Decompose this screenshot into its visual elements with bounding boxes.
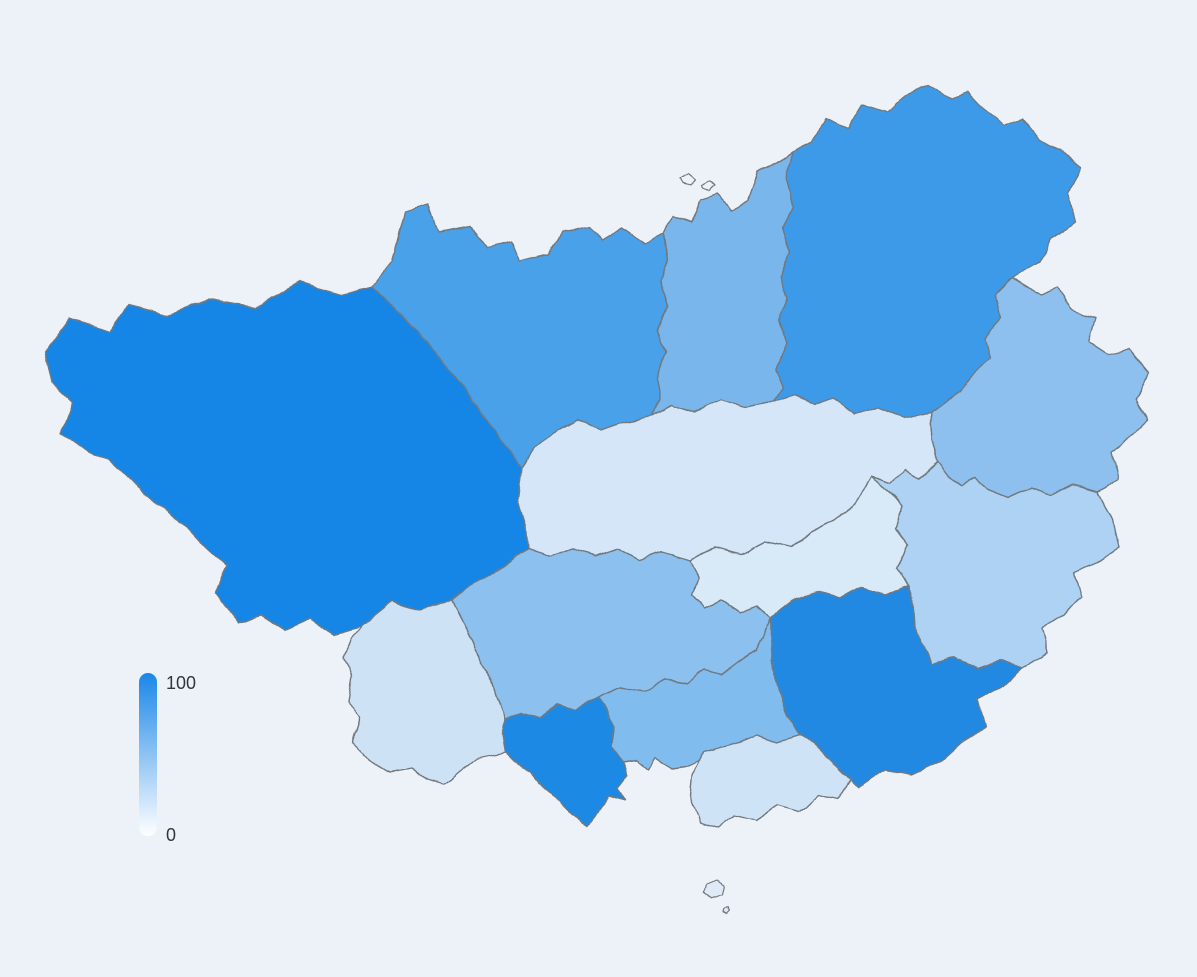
enclave-north-2 <box>701 180 717 192</box>
region-liuzhou[interactable] <box>651 151 793 417</box>
map-regions <box>44 84 1149 914</box>
islet-dot <box>722 906 731 914</box>
color-legend: 100 0 <box>139 673 196 845</box>
region-fangchenggang[interactable] <box>501 697 629 826</box>
legend-gradient-bar <box>139 673 157 836</box>
region-beihai[interactable] <box>689 734 851 829</box>
region-yulin[interactable] <box>769 584 1023 789</box>
island-weizhou[interactable] <box>703 879 725 899</box>
legend-min-label: 0 <box>166 825 176 845</box>
region-chongzuo[interactable] <box>341 599 506 786</box>
legend-max-label: 100 <box>166 673 196 693</box>
enclave-north-1 <box>679 172 697 186</box>
